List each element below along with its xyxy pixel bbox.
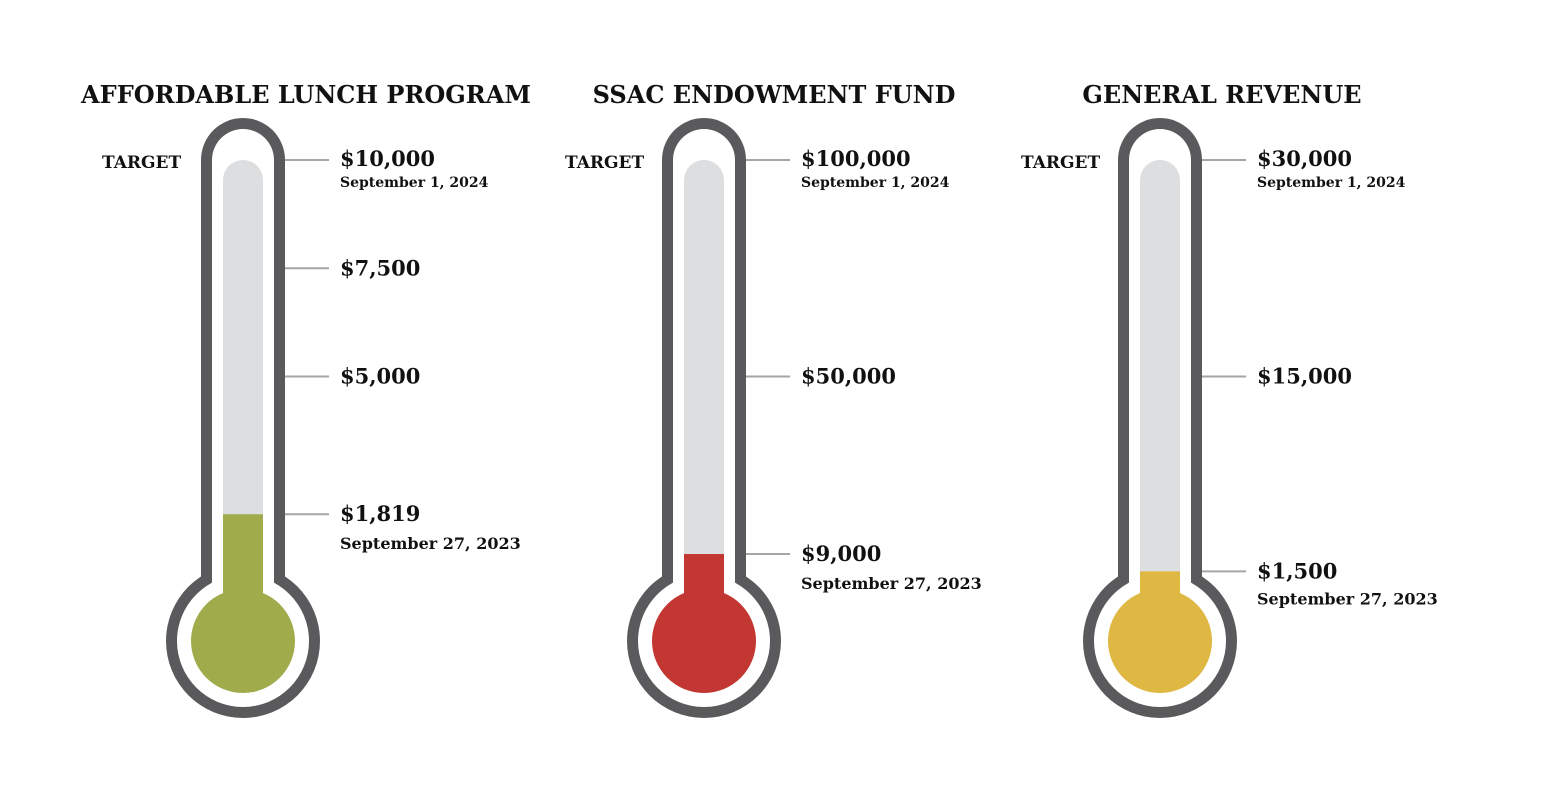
target-amount: $100,000 [801, 146, 911, 171]
chart-title: GENERAL REVENUE [1082, 80, 1361, 109]
target-label: TARGET [565, 153, 645, 173]
current-date: September 27, 2023 [801, 574, 982, 593]
target-amount: $30,000 [1257, 146, 1352, 171]
target-date: September 1, 2024 [340, 175, 489, 191]
fill-bulb [1108, 589, 1212, 693]
target-label: TARGET [102, 153, 182, 173]
scale-tick-label: $50,000 [801, 364, 896, 389]
fill-bulb [652, 589, 756, 693]
current-date: September 27, 2023 [1257, 589, 1438, 608]
chart-title: AFFORDABLE LUNCH PROGRAM [80, 80, 531, 109]
scale-tick-label: $5,000 [340, 364, 420, 389]
thermometer-1: AFFORDABLE LUNCH PROGRAM TARGET $10,000 Sep… [80, 80, 531, 718]
current-date: September 27, 2023 [340, 534, 521, 553]
target-label: TARGET [1021, 153, 1101, 173]
target-amount: $10,000 [340, 146, 435, 171]
scale-tick-label: $15,000 [1257, 364, 1352, 389]
target-date: September 1, 2024 [801, 175, 950, 191]
scale-tick-label: $7,500 [340, 255, 420, 280]
chart-title: SSAC ENDOWMENT FUND [593, 80, 956, 109]
fill-bulb [191, 589, 295, 693]
thermometer-2: SSAC ENDOWMENT FUND TARGET $100,000 Septemb… [565, 80, 982, 718]
current-amount: $1,500 [1257, 558, 1337, 583]
current-amount: $1,819 [340, 501, 420, 526]
thermometer-tube [684, 160, 724, 641]
thermometer-tube [1140, 160, 1180, 641]
target-date: September 1, 2024 [1257, 175, 1406, 191]
current-amount: $9,000 [801, 541, 881, 566]
thermometer-3: GENERAL REVENUE TARGET $30,000 September 1,… [1021, 80, 1438, 718]
